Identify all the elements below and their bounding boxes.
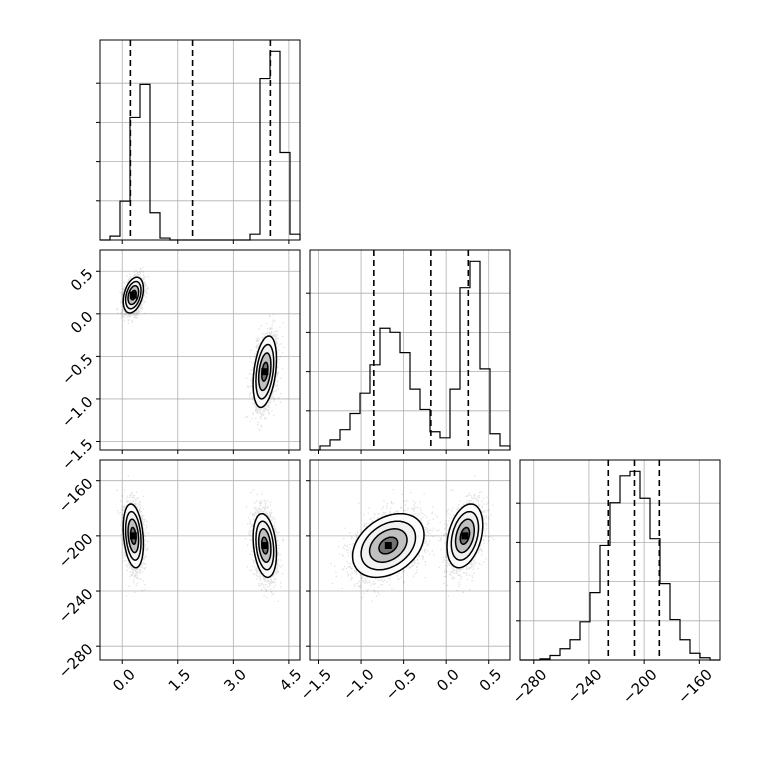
y-tick-label: −1.5 (58, 435, 96, 473)
histogram-step (520, 470, 720, 661)
density-content (116, 267, 285, 431)
y-tick-label: −0.5 (58, 350, 96, 388)
x-tick-label: 1.5 (165, 665, 195, 695)
panel-frame (519, 459, 721, 661)
panel-background (100, 40, 300, 240)
histogram-step (310, 260, 511, 451)
y-tick-label: −200 (55, 530, 97, 572)
x-tick-label: −1.5 (297, 665, 335, 703)
density-peak (129, 291, 137, 299)
panel-frame (99, 39, 301, 241)
density-peak (461, 532, 469, 540)
density-peak (261, 368, 269, 376)
panel-frame (99, 459, 301, 661)
density-peak (384, 542, 392, 550)
panel-background (310, 250, 510, 450)
x-tick-label: 0.0 (109, 665, 139, 695)
y-tick-label: −160 (55, 475, 97, 517)
panel-frame (99, 249, 301, 451)
histogram-panel-1 (306, 249, 511, 454)
panel-frame (309, 249, 511, 451)
x-tick-label: −1.0 (339, 665, 377, 703)
density-content (330, 475, 495, 602)
histogram-panel-2 (516, 459, 721, 664)
x-tick-label: −160 (674, 665, 716, 707)
density-panel-2-1 (306, 459, 511, 664)
y-tick-label: 0.0 (67, 308, 97, 338)
x-tick-label: −0.5 (382, 665, 420, 703)
density-content (116, 475, 285, 602)
y-tick-label: −240 (55, 585, 97, 627)
panel-frame (309, 459, 511, 661)
y-tick-label: −280 (55, 640, 97, 682)
x-tick-label: 0.5 (476, 665, 506, 695)
density-panel-2-0 (96, 459, 301, 664)
density-panel-1-0 (96, 249, 301, 454)
y-tick-label: −1.0 (58, 393, 96, 431)
histogram-panel-0 (96, 39, 301, 244)
density-peak (261, 542, 269, 550)
x-tick-label: 0.0 (433, 665, 463, 695)
density-peak (129, 532, 137, 540)
x-tick-label: −200 (619, 665, 661, 707)
x-tick-label: −280 (509, 665, 551, 707)
x-tick-label: 3.0 (220, 665, 250, 695)
x-tick-label: −240 (564, 665, 606, 707)
y-tick-label: 0.5 (67, 265, 97, 295)
